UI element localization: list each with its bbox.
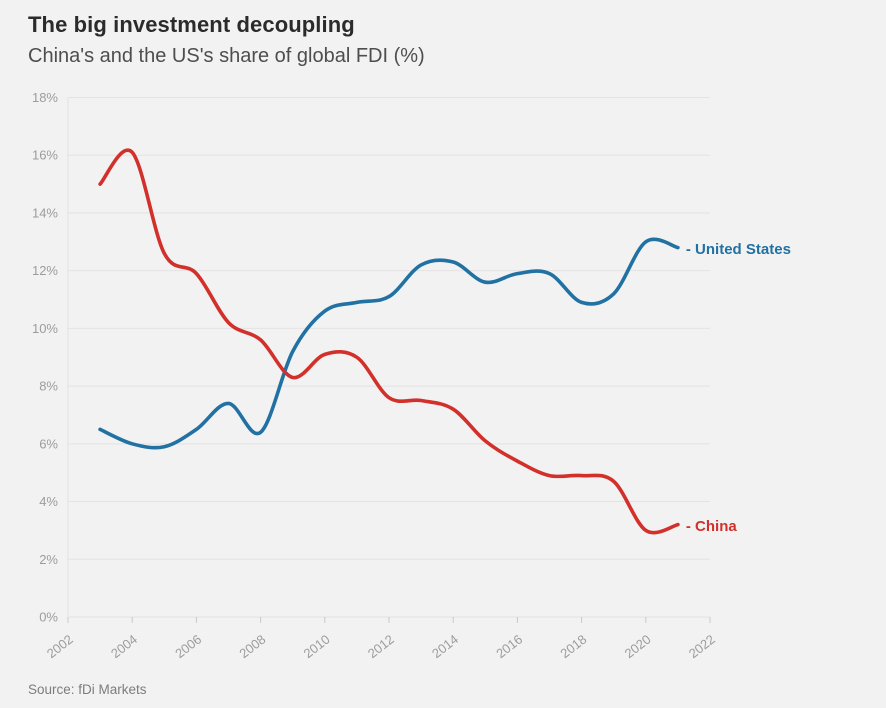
y-axis-label: 4% [39, 494, 58, 509]
x-axis-label: 2016 [493, 632, 525, 662]
y-axis-label: 12% [32, 263, 58, 278]
y-axis-label: 0% [39, 610, 58, 625]
y-axis-label: 6% [39, 436, 58, 451]
axis-layer: 0% 2% 4% 6% 8% 10% 12% 14% 16% 18% 2002 2004 2006 200… [32, 90, 718, 661]
x-axis-label: 2010 [301, 632, 333, 662]
y-axis-label: 16% [32, 148, 58, 163]
x-axis-label: 2002 [44, 632, 76, 662]
x-axis-label: 2018 [557, 632, 589, 662]
x-axis-label: 2022 [686, 632, 718, 662]
x-axis-label: 2014 [429, 632, 461, 662]
chart-title: The big investment decoupling [28, 12, 355, 37]
chart-subtitle: China's and the US's share of global FDI… [28, 45, 425, 67]
x-axis-label: 2006 [172, 632, 204, 662]
y-axis-label: 2% [39, 552, 58, 567]
y-axis-label: 8% [39, 379, 58, 394]
series-end-label-china: - China [686, 518, 737, 535]
series-label-layer: - United States - China [686, 241, 791, 535]
y-axis-label: 14% [32, 205, 58, 220]
y-axis-label: 10% [32, 321, 58, 336]
y-axis-label: 18% [32, 90, 58, 105]
series-layer [98, 148, 680, 535]
series-line-united-states [98, 237, 680, 450]
x-axis-label: 2008 [236, 632, 268, 662]
source-credit: Source: fDi Markets [28, 682, 147, 697]
series-end-label-united-states: - United States [686, 241, 791, 258]
series-line-china [98, 148, 680, 535]
x-axis-label: 2012 [365, 632, 397, 662]
grid-layer [67, 97, 710, 618]
x-axis-label: 2020 [622, 632, 654, 662]
x-axis-label: 2004 [108, 632, 140, 662]
